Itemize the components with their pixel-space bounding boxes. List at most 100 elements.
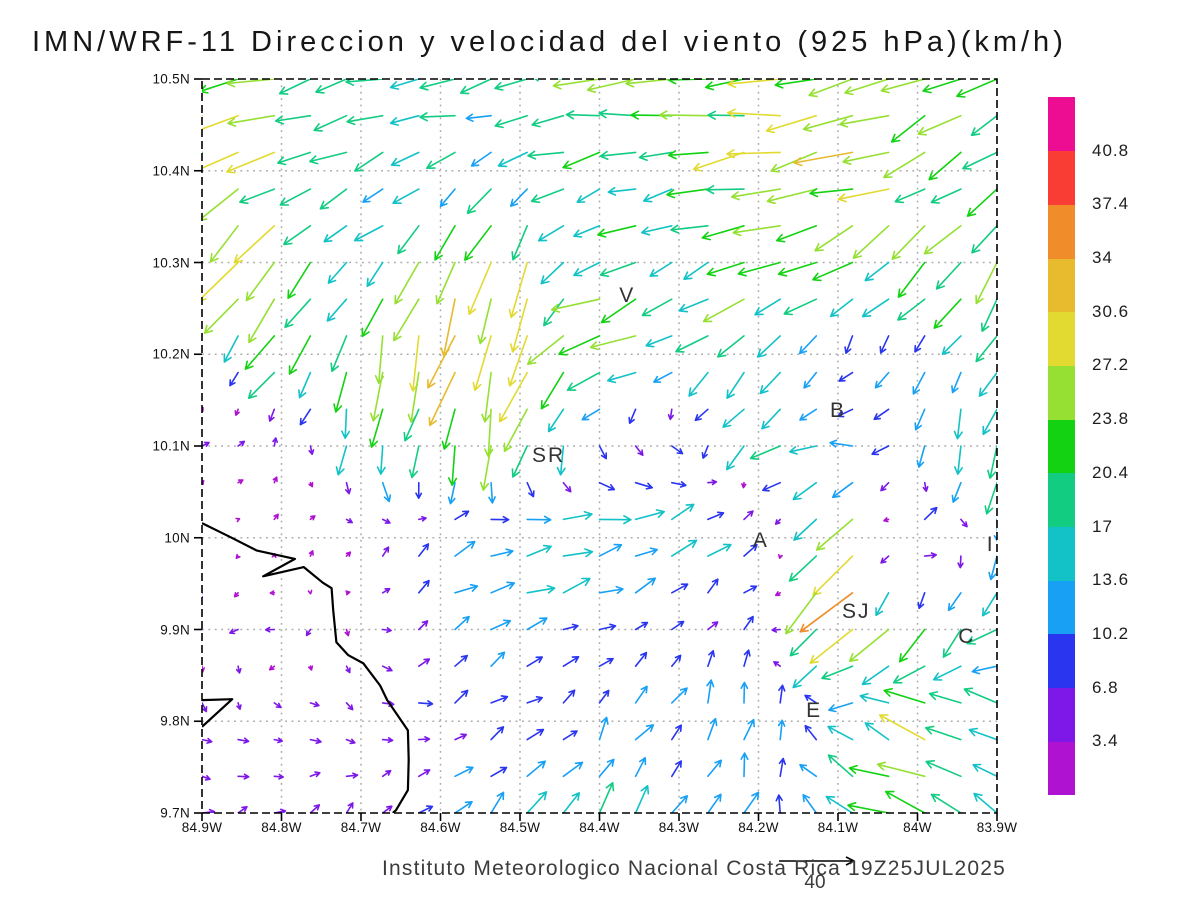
wind-arrow [481,371,492,423]
colorbar-tick-label: 40.8 [1092,140,1130,160]
wind-arrow [510,298,528,353]
wind-arrow [671,795,688,813]
wind-arrow [598,782,615,813]
wind-arrow [381,627,392,633]
wind-arrow [861,665,890,686]
wind-arrow [923,225,962,255]
wind-arrow [933,298,962,329]
wind-arrow [917,592,926,610]
wind-arrow [880,555,890,564]
wind-arrow [248,298,276,344]
wind-arrow [743,543,758,557]
wind-arrow [852,225,890,259]
wind-arrow [701,445,709,459]
wind-arrow [488,481,496,504]
wind-arrow [653,371,673,383]
wind-arrow [490,619,512,631]
wind-arrow [381,546,390,557]
wind-arrow [202,737,213,744]
wind-arrow [490,726,505,741]
wind-arrow [762,481,781,492]
wind-arrow [586,79,637,93]
wind-arrow [223,335,239,363]
station-label-sj: SJ [842,600,871,624]
wind-arrow [526,544,552,557]
wind-arrow [562,577,591,594]
wind-arrow [864,261,890,282]
wind-arrow [494,114,528,129]
wind-arrow [930,793,962,813]
wind-arrow [490,515,510,524]
colorbar-segment [1048,150,1075,205]
station-label-b: B [829,399,847,423]
y-tick-label: 9.9N [160,622,190,637]
wind-arrow [793,518,818,541]
wind-arrow [327,261,348,284]
wind-arrow [345,665,351,674]
wind-arrow [598,585,624,595]
wind-arrow [759,371,781,395]
wind-arrow [947,592,962,612]
wind-arrow [527,335,565,365]
wind-arrow [552,79,601,90]
y-tick-label: 9.8N [160,713,190,729]
wind-arrow [309,804,321,813]
x-tick-label: 84.2W [738,820,779,835]
wind-arrow [705,185,745,195]
wind-arrow [526,696,543,704]
wind-arrow [829,439,854,448]
wind-arrow [827,754,854,778]
wind-arrow [466,188,492,215]
wind-arrow [503,408,528,453]
wind-arrow [799,592,854,633]
wind-arrow [573,261,601,277]
x-tick-label: 84.4W [579,820,620,835]
wind-arrow [717,335,745,358]
wind-arrow [202,702,208,713]
wind-arrow [441,408,456,450]
wind-arrow [268,665,276,671]
wind-arrow [362,188,384,203]
wind-arrow [667,408,674,421]
wind-arrow [309,771,321,778]
wind-arrow [707,621,719,631]
wind-arrow [273,737,283,744]
wind-arrow [418,543,430,557]
wind-arrow [671,539,698,557]
wind-arrow [527,150,565,160]
wind-arrow [814,225,854,252]
y-tick-label: 9.7N [160,805,190,821]
wind-arrow [389,114,420,126]
wind-arrow [434,225,456,261]
wind-arrow [335,445,348,476]
wind-arrow [638,151,673,161]
wind-arrow [984,481,997,515]
colorbar-segment [1048,633,1075,689]
wind-arrow [273,702,282,709]
wind-arrow [894,188,926,204]
wind-arrow [600,298,637,324]
colorbar-tick-label: 37.4 [1092,194,1130,214]
wind-arrow [272,476,278,484]
wind-arrow [288,335,312,375]
wind-arrow [634,757,647,778]
wind-arrow [308,481,314,488]
wind-arrow [562,548,594,558]
wind-arrow [454,615,470,631]
wind-arrow [953,408,963,440]
wind-arrow [598,543,623,557]
wind-arrow [209,225,239,263]
wind-arrow [671,620,685,631]
wind-arrow [777,719,786,741]
wind-arrow [309,737,322,745]
wind-arrow [812,261,854,282]
wind-arrow [247,371,276,399]
colorbar-tick-label: 6.8 [1092,677,1119,697]
wind-arrow [706,679,715,704]
wind-arrow [490,581,516,594]
wind-arrow [440,298,456,357]
wind-arrow [883,151,926,179]
colorbar-segment [1048,311,1075,366]
wind-arrow [226,151,276,174]
wind-arrow [707,717,718,741]
